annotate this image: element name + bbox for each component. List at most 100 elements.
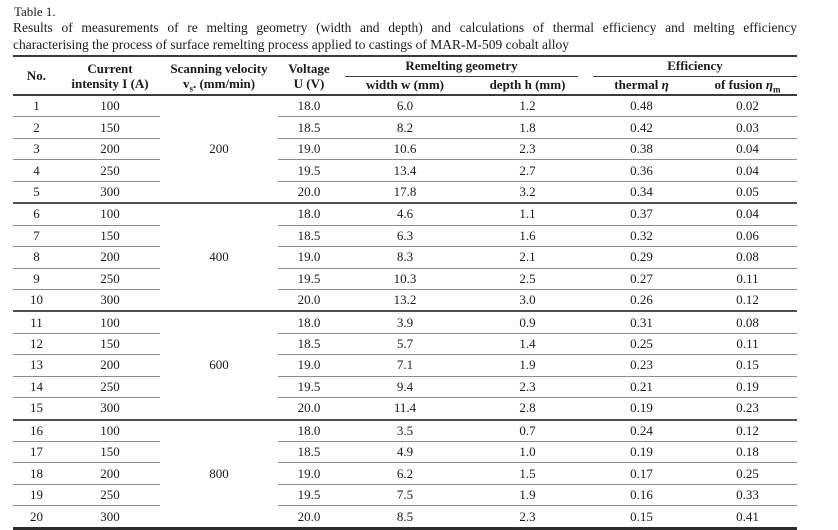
cell-current: 150	[60, 333, 160, 356]
cell-voltage: 20.0	[278, 289, 340, 313]
col-header-current-intensity: Current intensity I (A)	[60, 56, 160, 96]
cell-voltage: 18.0	[278, 419, 340, 442]
cell-width: 7.1	[340, 354, 470, 377]
cell-fusion: 0.04	[698, 203, 798, 226]
scanning-header-line1: Scanning velocity	[170, 60, 268, 76]
cell-no: 19	[13, 484, 60, 507]
thermal-header-label: thermal	[614, 77, 662, 92]
cell-current: 300	[60, 397, 160, 421]
efficiency-label: Efficiency	[667, 58, 723, 73]
cell-depth: 1.6	[470, 225, 586, 248]
cell-thermal: 0.37	[585, 203, 699, 226]
cell-fusion: 0.11	[698, 333, 798, 356]
cell-thermal: 0.16	[585, 484, 699, 507]
cell-width: 6.3	[340, 225, 470, 248]
cell-thermal: 0.26	[585, 289, 699, 313]
cell-voltage: 19.5	[278, 376, 340, 399]
cell-width: 7.5	[340, 484, 470, 507]
table-row: 1 100 200 18.0 6.0 1.2 0.48 0.02	[13, 95, 798, 205]
col-group-efficiency: Efficiency	[585, 56, 798, 77]
remelting-geometry-label: Remelting geometry	[405, 58, 518, 73]
cell-current: 150	[60, 225, 160, 248]
cell-thermal: 0.32	[585, 225, 699, 248]
table-row: 6 100 400 18.0 4.6 1.1 0.37 0.04	[13, 203, 798, 313]
cell-depth: 1.1	[470, 203, 586, 226]
cell-fusion: 0.05	[698, 181, 798, 205]
fusion-header-label: of fusion	[714, 77, 766, 92]
cell-width: 3.5	[340, 419, 470, 442]
col-header-no-label: No.	[26, 68, 47, 83]
col-header-scanning-velocity: Scanning velocity vs. (mm/min)	[160, 56, 278, 96]
cell-voltage: 19.5	[278, 484, 340, 507]
table-row: 13 200 19.0 7.1 1.9 0.23 0.15	[13, 354, 798, 377]
velocity-cell: 400	[160, 203, 278, 313]
cell-voltage: 18.5	[278, 333, 340, 356]
cell-current: 100	[60, 95, 160, 118]
table-row: 3 200 19.0 10.6 2.3 0.38 0.04	[13, 138, 798, 161]
cell-no: 8	[13, 246, 60, 269]
caption-line-2: characterising the process of surface re…	[13, 36, 569, 52]
col-group-remelting-geometry: Remelting geometry	[340, 56, 585, 77]
scanning-subscript: s	[189, 83, 193, 94]
scanning-unit: . (mm/min)	[192, 75, 256, 91]
cell-thermal: 0.21	[585, 376, 699, 399]
table-header: No. Current intensity I (A) Scanning vel…	[13, 56, 798, 96]
cell-width: 6.0	[340, 95, 470, 118]
col-header-no: No.	[13, 56, 60, 96]
cell-no: 12	[13, 333, 60, 356]
cell-current: 100	[60, 311, 160, 334]
cell-width: 8.2	[340, 116, 470, 139]
cell-no: 1	[13, 95, 60, 118]
cell-width: 9.4	[340, 376, 470, 399]
cell-depth: 1.5	[470, 462, 586, 485]
cell-no: 6	[13, 203, 60, 226]
cell-thermal: 0.42	[585, 116, 699, 139]
cell-fusion: 0.08	[698, 246, 798, 269]
cell-thermal: 0.36	[585, 159, 699, 182]
table-row: 12 150 18.5 5.7 1.4 0.25 0.11	[13, 333, 798, 356]
eta-symbol: η	[765, 77, 773, 92]
cell-depth: 3.2	[470, 181, 586, 205]
remelting-results-table: No. Current intensity I (A) Scanning vel…	[13, 55, 798, 530]
cell-current: 250	[60, 376, 160, 399]
eta-symbol: η	[661, 77, 669, 92]
cell-current: 100	[60, 203, 160, 226]
cell-depth: 2.3	[519, 508, 536, 524]
table-caption-description: Results of measurements of re melting ge…	[13, 20, 797, 53]
col-header-thermal-efficiency: thermal η	[585, 77, 699, 96]
cell-current: 300	[100, 508, 120, 524]
cell-voltage: 18.0	[278, 203, 340, 226]
cell-fusion: 0.03	[698, 116, 798, 139]
cell-current: 150	[60, 441, 160, 464]
cell-width: 17.8	[340, 181, 470, 205]
cell-fusion: 0.15	[698, 354, 798, 377]
cell-no: 10	[13, 289, 60, 313]
cell-voltage: 18.5	[278, 116, 340, 139]
cell-voltage: 18.5	[278, 225, 340, 248]
cell-depth: 1.4	[470, 333, 586, 356]
cell-current: 250	[60, 484, 160, 507]
cell-depth: 2.1	[470, 246, 586, 269]
cell-thermal: 0.24	[585, 419, 699, 442]
table-row: 4 250 19.5 13.4 2.7 0.36 0.04	[13, 159, 798, 182]
cell-depth: 1.9	[470, 354, 586, 377]
cell-fusion: 0.41	[736, 508, 759, 524]
table-row: 10 300 20.0 13.2 3.0 0.26 0.12	[13, 289, 798, 313]
cell-no: 4	[13, 159, 60, 182]
cell-width: 5.7	[340, 333, 470, 356]
table-row: 18 200 19.0 6.2 1.5 0.17 0.25	[13, 462, 798, 485]
cell-current: 300	[60, 289, 160, 313]
cell-width: 8.5	[396, 508, 414, 524]
table-row: 16 100 800 18.0 3.5 0.7 0.24 0.12	[13, 419, 798, 530]
cell-depth: 2.7	[470, 159, 586, 182]
cell-fusion: 0.04	[698, 159, 798, 182]
cell-depth: 0.9	[470, 311, 586, 334]
current-header-line1: Current	[87, 60, 133, 76]
cell-current: 250	[60, 159, 160, 182]
table-row: 17 150 18.5 4.9 1.0 0.19 0.18	[13, 441, 798, 464]
cell-fusion: 0.23	[698, 397, 798, 421]
cell-fusion: 0.33	[698, 484, 798, 507]
col-header-voltage: Voltage U (V)	[278, 56, 340, 96]
cell-current: 200	[60, 246, 160, 269]
velocity-cell: 200	[160, 95, 278, 205]
